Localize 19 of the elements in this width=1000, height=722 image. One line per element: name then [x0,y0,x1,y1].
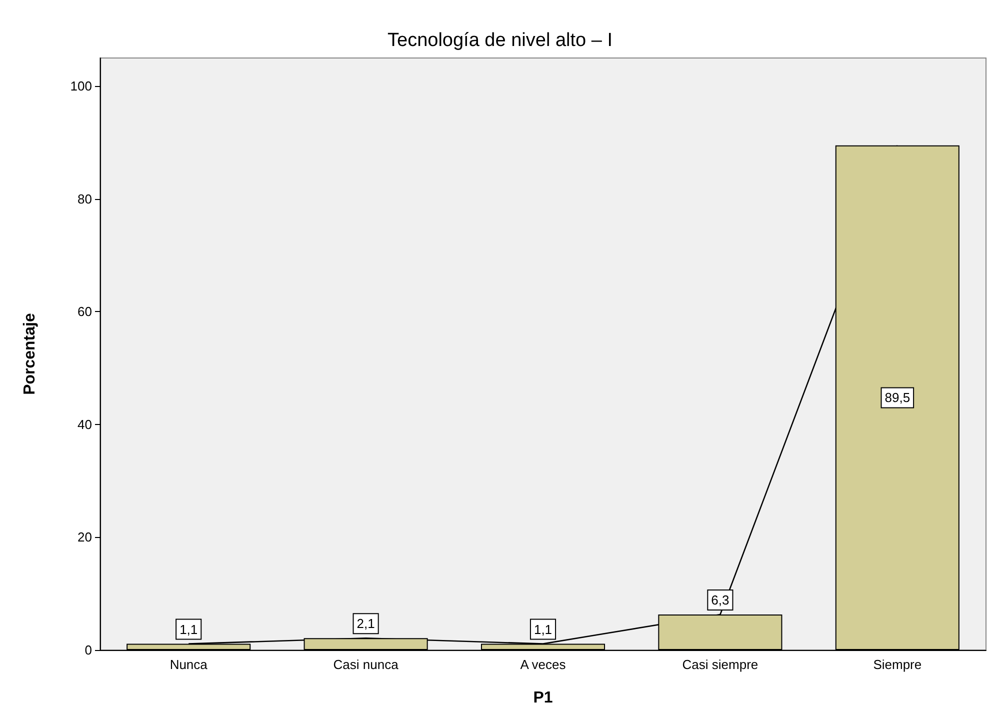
x-tick-label: Siempre [873,657,922,672]
x-tick-label: A veces [520,657,566,672]
y-tick-label: 100 [70,78,92,94]
x-tick-label: Casi siempre [682,657,758,672]
data-label: 6,3 [711,592,730,608]
x-tick-label: Nunca [170,657,208,672]
data-label: 2,1 [356,616,375,632]
data-label: 89,5 [884,390,910,406]
data-label: 1,1 [534,622,552,637]
y-tick-label: 60 [78,304,92,320]
y-tick-label: 20 [78,530,92,545]
y-tick-label: 40 [78,416,92,432]
data-label: 1,1 [180,622,198,637]
x-axis-title: P1 [533,690,553,706]
y-tick-label: 80 [78,191,92,206]
x-tick-label: Casi nunca [333,657,400,672]
y-axis-title: Porcentaje [22,312,38,395]
y-tick-label: 0 [84,642,92,658]
chart-title: Tecnología de nivel alto – I [388,30,612,51]
